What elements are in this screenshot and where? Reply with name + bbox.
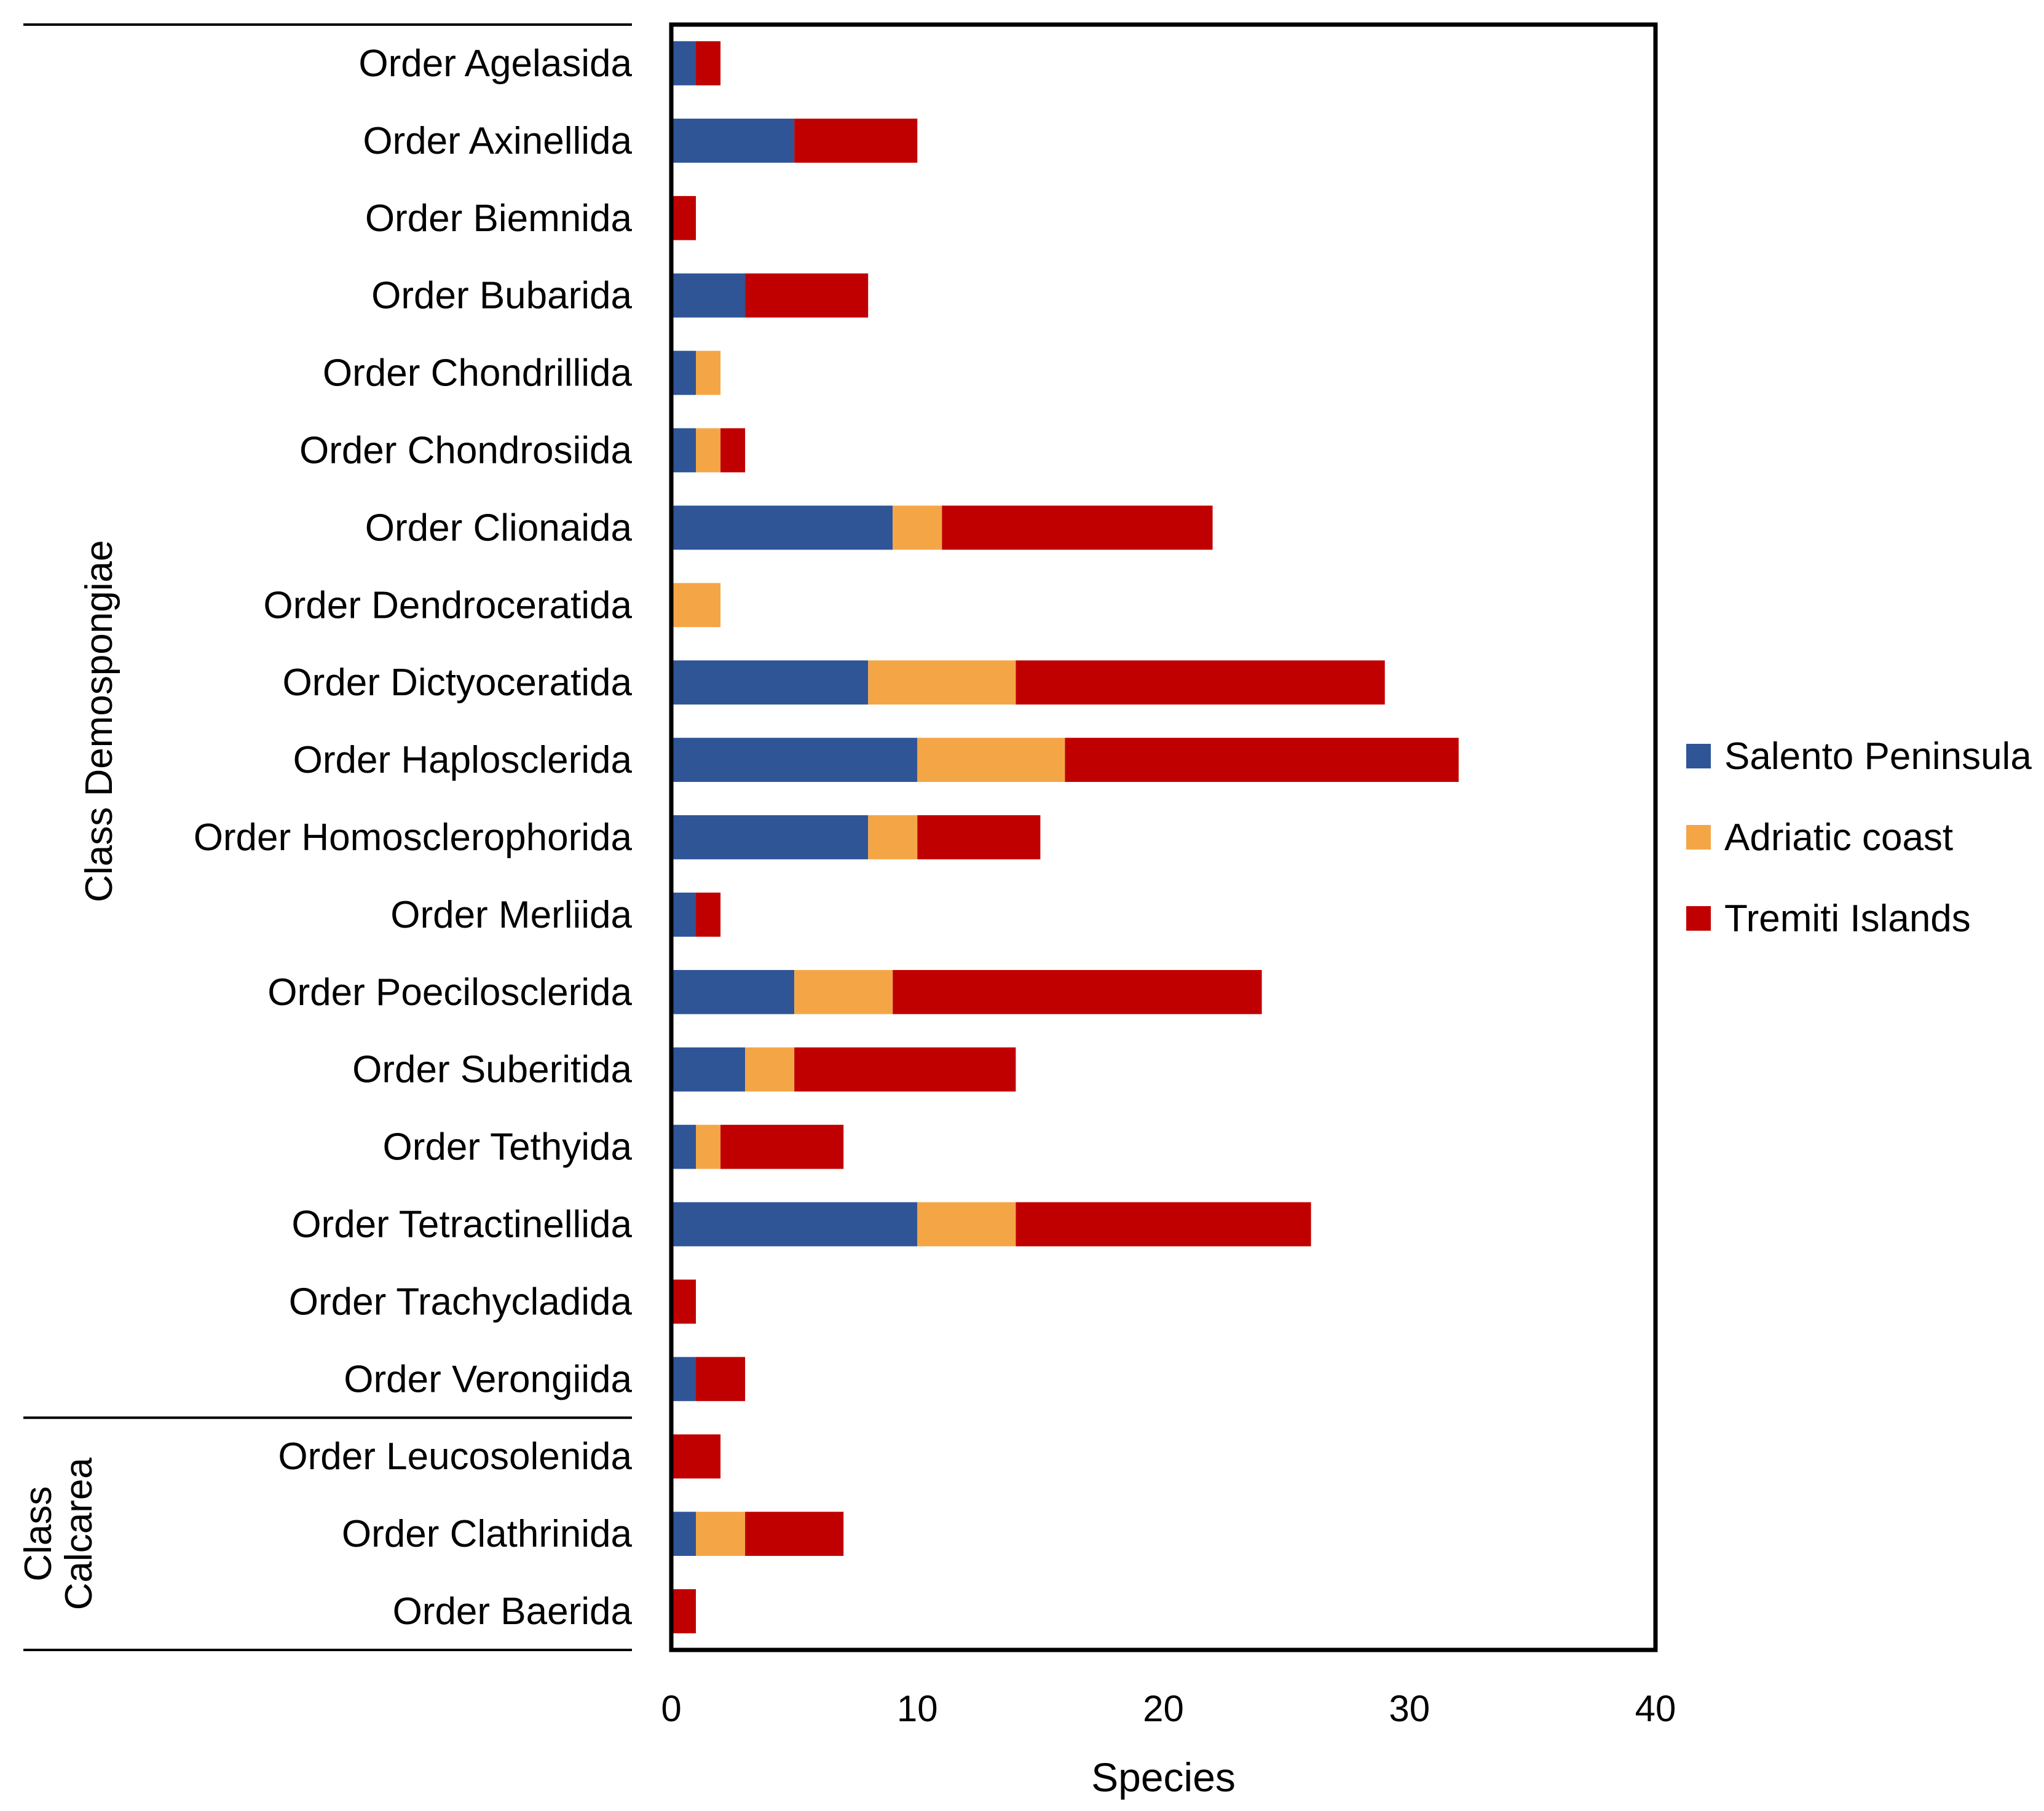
bar-order-bubarida-tremiti-islands bbox=[745, 273, 869, 318]
category-label-order-merliida: Order Merliida bbox=[390, 894, 632, 936]
bar-order-axinellida-tremiti-islands bbox=[794, 118, 918, 163]
bar-order-dictyoceratida-salento-peninsula bbox=[671, 660, 869, 705]
bar-order-dendroceratida-adriatic-coast bbox=[671, 583, 721, 628]
bar-order-tetractinellida-salento-peninsula bbox=[671, 1202, 918, 1247]
x-tick-label: 10 bbox=[897, 1688, 938, 1729]
bar-order-tethyida-tremiti-islands bbox=[720, 1124, 844, 1169]
category-label-order-agelasida: Order Agelasida bbox=[358, 42, 632, 85]
legend-label-salento-peninsula: Salento Peninsula bbox=[1724, 735, 2032, 778]
legend-swatch-salento-peninsula bbox=[1686, 744, 1711, 768]
x-tick-label: 30 bbox=[1389, 1688, 1430, 1729]
category-label-order-chondrosiida: Order Chondrosiida bbox=[299, 429, 633, 471]
bar-order-homosclerophorida-adriatic-coast bbox=[868, 815, 918, 859]
bar-order-verongiida-tremiti-islands bbox=[696, 1357, 746, 1402]
bar-order-clathrinida-salento-peninsula bbox=[671, 1512, 696, 1557]
bar-order-homosclerophorida-salento-peninsula bbox=[671, 815, 869, 859]
category-label-order-clionaida: Order Clionaida bbox=[365, 507, 633, 549]
category-label-order-trachycladida: Order Trachycladida bbox=[289, 1280, 633, 1323]
category-label-order-suberitida: Order Suberitida bbox=[352, 1049, 632, 1091]
bar-order-agelasida-tremiti-islands bbox=[696, 41, 721, 85]
legend-label-adriatic-coast: Adriatic coast bbox=[1724, 816, 1953, 859]
category-label-order-dictyoceratida: Order Dictyoceratida bbox=[282, 661, 632, 704]
category-label-order-leucosolenida: Order Leucosolenida bbox=[278, 1435, 632, 1478]
x-tick-label: 0 bbox=[661, 1688, 681, 1729]
bar-order-baerida-tremiti-islands bbox=[671, 1589, 696, 1633]
legend-label-tremiti-islands: Tremiti Islands bbox=[1724, 898, 1971, 940]
bar-order-poecilosclerida-tremiti-islands bbox=[893, 969, 1262, 1014]
category-label-order-poecilosclerida: Order Poecilosclerida bbox=[267, 971, 632, 1014]
bar-order-chondrillida-salento-peninsula bbox=[671, 350, 696, 395]
group-label-line: Calcarea bbox=[58, 1458, 100, 1611]
bar-order-homosclerophorida-tremiti-islands bbox=[917, 815, 1041, 859]
category-label-order-tethyida: Order Tethyida bbox=[382, 1126, 632, 1169]
category-label-order-tetractinellida: Order Tetractinellida bbox=[291, 1204, 632, 1246]
legend: Salento Peninsula Adriatic coast Tremiti I… bbox=[1686, 735, 2032, 940]
bar-order-merliida-tremiti-islands bbox=[696, 893, 721, 937]
bar-order-axinellida-salento-peninsula bbox=[671, 118, 795, 163]
category-label-order-axinellida: Order Axinellida bbox=[363, 120, 632, 162]
bar-order-trachycladida-tremiti-islands bbox=[671, 1279, 696, 1324]
bar-order-tetractinellida-tremiti-islands bbox=[1016, 1202, 1311, 1247]
group-divider-lines bbox=[23, 23, 632, 1651]
bar-order-tethyida-adriatic-coast bbox=[696, 1124, 721, 1169]
x-axis-title: Species bbox=[1091, 1754, 1236, 1800]
bar-order-haplosclerida-salento-peninsula bbox=[671, 738, 918, 782]
bar-order-suberitida-adriatic-coast bbox=[745, 1047, 795, 1092]
x-tick-label: 40 bbox=[1635, 1688, 1676, 1729]
category-label-order-haplosclerida: Order Haplosclerida bbox=[293, 739, 633, 781]
bar-order-leucosolenida-tremiti-islands bbox=[671, 1434, 721, 1479]
bar-order-poecilosclerida-salento-peninsula bbox=[671, 969, 795, 1014]
bar-order-clionaida-salento-peninsula bbox=[671, 505, 893, 550]
x-tick-label: 20 bbox=[1143, 1688, 1184, 1729]
bar-order-chondrosiida-tremiti-islands bbox=[720, 428, 746, 473]
category-label-order-verongiida: Order Verongiida bbox=[344, 1358, 632, 1400]
group-label-line: Class Demospongiae bbox=[78, 540, 120, 902]
legend-swatch-tremiti-islands bbox=[1686, 906, 1711, 931]
category-label-order-biemnida: Order Biemnida bbox=[365, 197, 633, 240]
bars-layer bbox=[671, 41, 1459, 1633]
bar-order-dictyoceratida-tremiti-islands bbox=[1016, 660, 1385, 705]
x-axis-tick-labels: 0 10 20 30 40 bbox=[661, 1688, 1676, 1729]
group-labels: Class Demospongiae ClassCalcarea bbox=[17, 540, 120, 1610]
bar-order-bubarida-salento-peninsula bbox=[671, 273, 746, 318]
category-label-order-chondrillida: Order Chondrillida bbox=[323, 352, 633, 395]
bar-order-suberitida-tremiti-islands bbox=[794, 1047, 1016, 1092]
bar-order-clathrinida-adriatic-coast bbox=[696, 1512, 746, 1557]
bar-order-tethyida-salento-peninsula bbox=[671, 1124, 696, 1169]
bar-order-clionaida-adriatic-coast bbox=[893, 505, 942, 550]
bar-order-dictyoceratida-adriatic-coast bbox=[868, 660, 1016, 705]
category-label-order-clathrinida: Order Clathrinida bbox=[342, 1513, 633, 1555]
bar-order-chondrosiida-adriatic-coast bbox=[696, 428, 721, 473]
group-label-line: Class bbox=[17, 1486, 60, 1582]
bar-order-agelasida-salento-peninsula bbox=[671, 41, 696, 85]
bar-order-poecilosclerida-adriatic-coast bbox=[794, 969, 893, 1014]
bar-order-haplosclerida-adriatic-coast bbox=[917, 738, 1065, 782]
category-label-order-baerida: Order Baerida bbox=[393, 1590, 633, 1633]
category-label-order-homosclerophorida: Order Homosclerophorida bbox=[194, 816, 633, 859]
legend-swatch-adriatic-coast bbox=[1686, 825, 1711, 850]
bar-order-clionaida-tremiti-islands bbox=[942, 505, 1213, 550]
bar-order-biemnida-tremiti-islands bbox=[671, 195, 696, 240]
bar-order-merliida-salento-peninsula bbox=[671, 893, 696, 937]
category-label-order-bubarida: Order Bubarida bbox=[371, 275, 632, 317]
bar-order-verongiida-salento-peninsula bbox=[671, 1357, 696, 1402]
plot-area-frame bbox=[669, 22, 1658, 1652]
category-label-order-dendroceratida: Order Dendroceratida bbox=[263, 584, 632, 626]
category-labels: Order Agelasida Order Axinellida Order Bie… bbox=[194, 42, 633, 1633]
bar-order-suberitida-salento-peninsula bbox=[671, 1047, 746, 1092]
group-label-class-calcarea: ClassCalcarea bbox=[17, 1458, 100, 1611]
bar-order-clathrinida-tremiti-islands bbox=[745, 1512, 844, 1557]
bar-order-haplosclerida-tremiti-islands bbox=[1065, 738, 1459, 782]
bar-order-chondrosiida-salento-peninsula bbox=[671, 428, 696, 473]
bar-order-tetractinellida-adriatic-coast bbox=[917, 1202, 1016, 1247]
group-label-class-demospongiae: Class Demospongiae bbox=[78, 540, 120, 902]
bar-order-chondrillida-adriatic-coast bbox=[696, 350, 721, 395]
